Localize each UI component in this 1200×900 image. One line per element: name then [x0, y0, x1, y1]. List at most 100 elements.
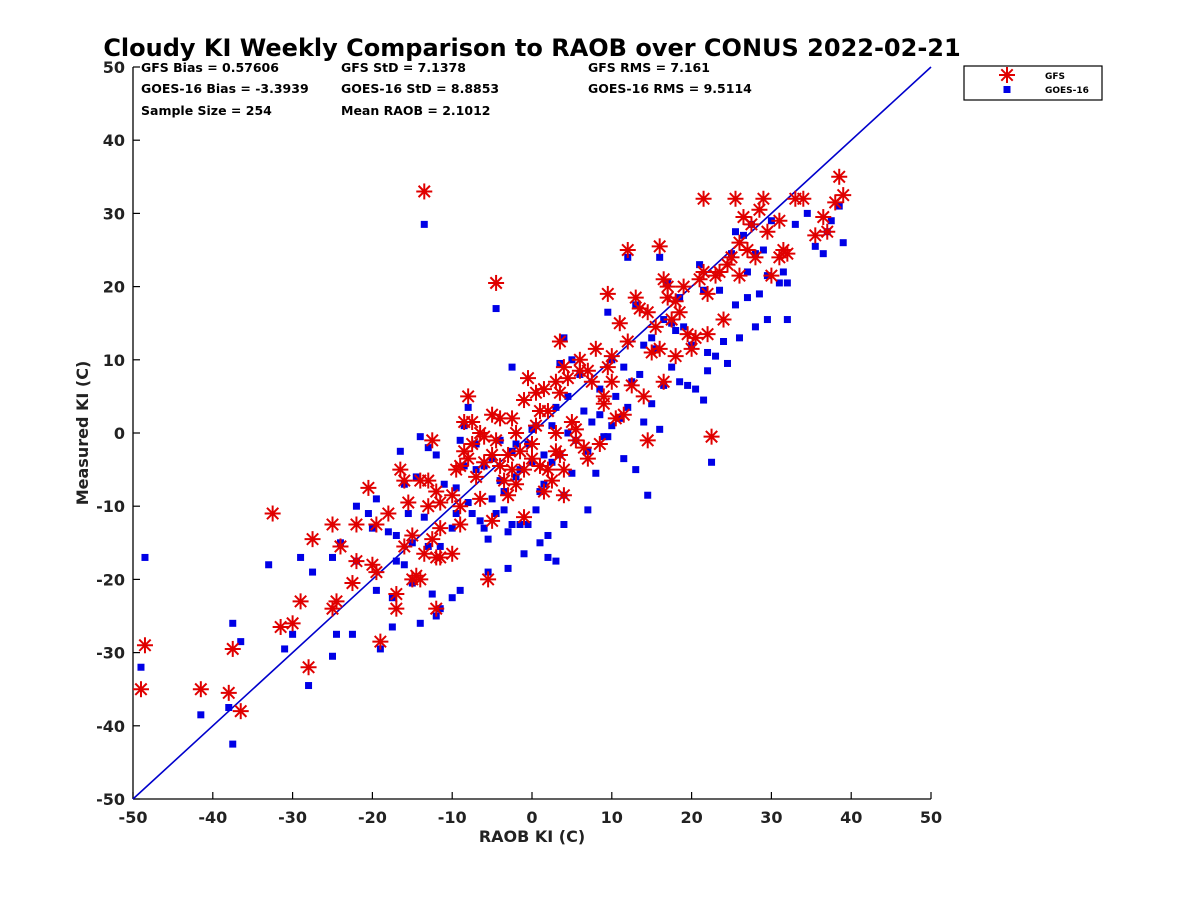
gfs-point [582, 372, 601, 391]
goes16-point [560, 521, 568, 528]
goes16-point [564, 392, 572, 400]
gfs-point [263, 504, 282, 523]
goes16-point [588, 418, 596, 426]
goes16-point [712, 352, 720, 360]
goes16-point [508, 363, 516, 371]
goes16-point [548, 422, 556, 430]
gfs-point [622, 376, 641, 395]
gfs-point [618, 332, 637, 351]
goes16-point [827, 217, 835, 225]
gfs-point [646, 317, 665, 336]
gfs-point [650, 339, 669, 358]
goes16-point [803, 209, 811, 217]
goes16-point [372, 495, 380, 503]
gfs-point [618, 241, 637, 259]
gfs-point [654, 372, 673, 391]
one-to-one-line [132, 66, 932, 800]
y-axis-label: Measured KI (C) [73, 361, 92, 506]
goes16-point [400, 561, 408, 569]
y-tick-label: 30 [103, 204, 125, 223]
gfs-point [515, 508, 534, 527]
x-axis-label: RAOB KI (C) [479, 827, 585, 846]
gfs-point [443, 544, 462, 563]
goes16-point [289, 630, 297, 638]
gfs-point [451, 497, 470, 516]
gfs-point [219, 683, 238, 702]
x-tick-label: 20 [680, 808, 702, 827]
y-tick-label: -50 [96, 790, 125, 809]
gfs-point [431, 519, 450, 538]
x-tick-label: -10 [438, 808, 467, 827]
gfs-point [387, 599, 406, 618]
gfs-point [367, 515, 386, 534]
goes16-point [731, 301, 739, 309]
gfs-point [459, 387, 478, 406]
gfs-point [594, 387, 613, 406]
goes16-point [644, 491, 652, 499]
goes16-point [388, 623, 396, 631]
gfs-point [830, 167, 849, 186]
goes16-point [329, 553, 336, 561]
goes16-point [684, 381, 692, 389]
gfs-series [131, 167, 853, 721]
goes16-point [520, 550, 528, 558]
goes16-point [636, 370, 644, 378]
goes16-point [492, 305, 500, 313]
goes16-point [500, 506, 508, 514]
axes: -50 -40 -30 -20 -10 0 10 20 30 40 50 -50 -40 -30 -20 -1… [96, 58, 942, 827]
gfs-point [135, 636, 154, 655]
goes16-point [568, 469, 576, 477]
goes16-point [372, 586, 380, 594]
x-tick-label: 50 [920, 808, 942, 827]
goes16-point [708, 458, 716, 466]
goes16-point [775, 279, 783, 287]
goes16-point [564, 429, 572, 437]
goes16-point [596, 385, 604, 393]
legend-gfs-label: GFS [1045, 72, 1065, 82]
gfs-point [291, 592, 310, 611]
goes16-point [420, 220, 428, 228]
gfs-point [415, 544, 434, 563]
stats-block: GFS Bias = 0.57606 GFS StD = 7.1378 GFS RM… [141, 60, 752, 118]
gfs-point [550, 383, 569, 402]
legend-goes16-label: GOES-16 [1045, 86, 1089, 96]
gfs-point [499, 445, 518, 464]
goes16-point [700, 396, 708, 404]
goes16-point [783, 279, 791, 287]
goes16-point [432, 451, 440, 459]
goes16-point [536, 539, 544, 547]
gfs-point [602, 347, 621, 366]
goes16-point [384, 528, 392, 536]
goes16-point [504, 528, 512, 536]
goes16-point [640, 341, 648, 349]
goes16-point [731, 228, 739, 236]
gfs-point [610, 314, 629, 333]
gfs-point [419, 471, 438, 490]
goes16-point [600, 433, 608, 441]
gfs-point [554, 460, 573, 479]
y-tick-label: 40 [103, 131, 125, 150]
goes16-point [596, 411, 604, 419]
goes16-point [392, 531, 400, 539]
goes16-point [716, 286, 724, 294]
goes16-point [580, 407, 588, 415]
gfs-point [722, 248, 741, 267]
goes16-point [735, 334, 743, 342]
gfs-point [411, 570, 430, 589]
gfs-point [534, 482, 553, 501]
goes16-point [608, 422, 616, 430]
goes16-point [592, 469, 600, 477]
goes16-point [476, 517, 484, 525]
goes16-point [672, 327, 680, 335]
gfs-point [271, 617, 290, 636]
goes16-point [739, 231, 747, 239]
gfs-point [586, 339, 605, 358]
gfs-point [670, 303, 689, 322]
gfs-point [463, 413, 482, 432]
gfs-point [419, 497, 438, 516]
y-tick-label: -20 [96, 570, 125, 589]
goes16-point [456, 436, 464, 444]
goes16-point [468, 510, 476, 518]
x-tick-label: 30 [760, 808, 782, 827]
